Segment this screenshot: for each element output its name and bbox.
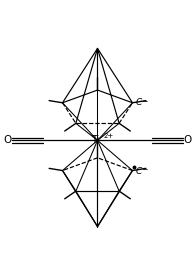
Text: C: C xyxy=(135,167,142,176)
Text: C: C xyxy=(135,98,142,107)
Text: −: − xyxy=(141,166,147,174)
Text: 2+: 2+ xyxy=(103,133,113,139)
Text: O: O xyxy=(3,135,12,145)
Text: −: − xyxy=(141,97,147,106)
Text: Ti: Ti xyxy=(91,135,100,145)
Text: O: O xyxy=(183,135,192,145)
